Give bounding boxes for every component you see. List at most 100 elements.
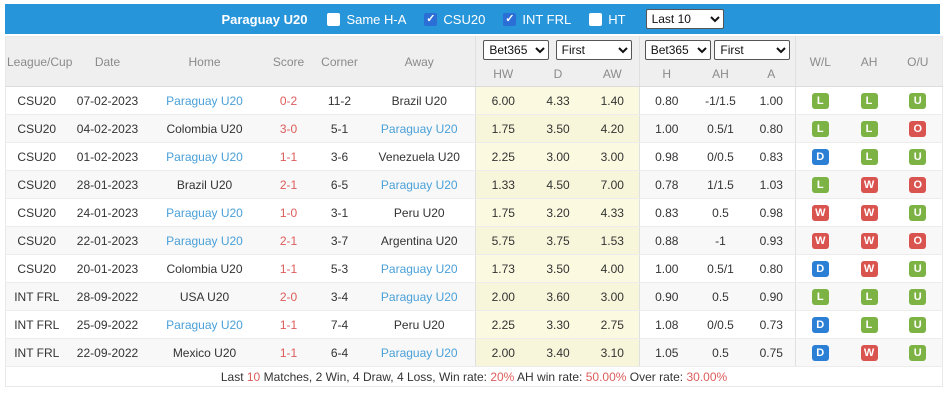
ah-result: L	[844, 310, 894, 339]
away-team[interactable]: Paraguay U20	[363, 282, 476, 311]
wl-result: D	[795, 338, 845, 367]
wl-result: L	[795, 114, 845, 143]
away-team: Argentina U20	[363, 226, 476, 255]
ah-result: L	[844, 142, 894, 171]
home-team[interactable]: Paraguay U20	[147, 310, 262, 339]
ah-result: W	[844, 198, 894, 227]
summary-text: AH win rate:	[514, 369, 586, 384]
odds-aw: 1.53	[585, 226, 640, 255]
odds-ah: -1	[693, 226, 748, 255]
checkbox-ht[interactable]: HT	[589, 11, 626, 27]
bookmaker-select-ah[interactable]: Bet365	[644, 39, 711, 60]
ah-badge: L	[860, 92, 878, 109]
col-header-away: Away	[363, 36, 476, 87]
wl-result: L	[795, 170, 845, 199]
ah-result: L	[844, 86, 894, 115]
score-cell: 3-0	[261, 114, 316, 143]
score-cell: 2-1	[261, 226, 316, 255]
odds-d: 3.40	[530, 338, 586, 367]
corner-cell: 3-6	[315, 142, 364, 171]
odds-hw: 1.73	[475, 254, 531, 283]
summary-footer: Last 10 Matches, 2 Win, 4 Draw, 4 Loss, …	[5, 366, 943, 387]
home-team[interactable]: Paraguay U20	[147, 86, 262, 115]
summary-text: Last	[220, 369, 247, 384]
subcol-a: A	[747, 62, 796, 87]
wl-badge: L	[811, 92, 829, 109]
odds-h: 0.88	[639, 226, 694, 255]
odds-time-select-1x2[interactable]: First	[555, 39, 632, 60]
home-team[interactable]: Paraguay U20	[147, 142, 262, 171]
unchecked-checkbox-icon[interactable]	[589, 12, 603, 26]
match-range-select[interactable]: Last 10	[645, 9, 724, 29]
unchecked-checkbox-icon[interactable]	[327, 12, 341, 26]
wl-result: W	[795, 226, 845, 255]
col-header-corner: Corner	[315, 36, 364, 87]
ah-badge: L	[860, 120, 878, 137]
odds-d: 3.50	[530, 254, 586, 283]
home-team[interactable]: Paraguay U20	[147, 198, 262, 227]
corner-cell: 3-7	[315, 226, 364, 255]
away-team[interactable]: Paraguay U20	[363, 254, 476, 283]
home-team: Colombia U20	[147, 254, 262, 283]
checkbox-int-frl[interactable]: ✓ INT FRL	[503, 12, 571, 27]
away-team[interactable]: Paraguay U20	[363, 114, 476, 143]
checkbox-label: HT	[608, 11, 626, 27]
filter-bar: Paraguay U20 Same H-A ✓ CSU20 ✓ INT FRL HT La…	[5, 4, 940, 34]
score-cell: 1-1	[261, 310, 316, 339]
checked-checkbox-icon[interactable]: ✓	[503, 12, 517, 26]
stats-widget: Paraguay U20 Same H-A ✓ CSU20 ✓ INT FRL HT La…	[5, 4, 944, 387]
odds-a: 0.75	[747, 338, 796, 367]
ou-result: O	[893, 170, 943, 199]
checkbox-label: Same H-A	[346, 11, 407, 27]
checkbox-label: CSU20	[443, 11, 486, 27]
league-cell: INT FRL	[5, 310, 68, 339]
date-cell: 22-09-2022	[67, 338, 148, 367]
odds-d: 4.33	[530, 86, 586, 115]
odds-h: 0.80	[639, 86, 694, 115]
away-team[interactable]: Paraguay U20	[363, 170, 476, 199]
odds-h: 0.90	[639, 282, 694, 311]
odds-a: 0.90	[747, 282, 796, 311]
odds-hw: 1.75	[475, 198, 531, 227]
ou-badge: U	[909, 288, 927, 305]
corner-cell: 3-1	[315, 198, 364, 227]
team-title: Paraguay U20	[221, 11, 308, 27]
filter-checkboxes: Same H-A ✓ CSU20 ✓ INT FRL HT	[327, 11, 626, 27]
home-team[interactable]: Paraguay U20	[147, 226, 262, 255]
score-cell: 1-1	[261, 338, 316, 367]
score-cell: 1-0	[261, 198, 316, 227]
score-cell: 0-2	[261, 86, 316, 115]
ou-result: O	[893, 114, 943, 143]
summary-text: Over rate:	[626, 369, 687, 384]
odds-group-1x2: Bet365 First	[474, 36, 640, 63]
ou-badge: O	[909, 120, 927, 137]
odds-d: 4.50	[530, 170, 586, 199]
odds-aw: 4.20	[585, 114, 640, 143]
summary-stat-value: 30.00%	[686, 369, 728, 384]
checkbox-same-h-a[interactable]: Same H-A	[327, 12, 406, 27]
odds-a: 0.73	[747, 310, 796, 339]
wl-badge: L	[811, 288, 829, 305]
odds-h: 0.78	[639, 170, 694, 199]
away-team: Peru U20	[363, 310, 476, 339]
odds-ah: 0.5	[693, 198, 748, 227]
date-cell: 22-01-2023	[67, 226, 148, 255]
league-cell: CSU20	[5, 226, 68, 255]
league-cell: CSU20	[5, 170, 68, 199]
odds-a: 1.00	[747, 86, 796, 115]
wl-result: L	[795, 282, 845, 311]
date-cell: 07-02-2023	[67, 86, 148, 115]
odds-time-select-ah[interactable]: First	[714, 39, 791, 60]
odds-a: 0.83	[747, 142, 796, 171]
table-row: CSU20 04-02-2023 Colombia U20 3-0 5-1 Pa…	[5, 114, 943, 143]
odds-a: 0.93	[747, 226, 796, 255]
bookmaker-select-1x2[interactable]: Bet365	[483, 39, 550, 60]
ah-result: L	[844, 282, 894, 311]
corner-cell: 7-4	[315, 310, 364, 339]
ou-badge: U	[909, 260, 927, 277]
home-team: Brazil U20	[147, 170, 262, 199]
checked-checkbox-icon[interactable]: ✓	[424, 12, 438, 26]
checkbox-csu20[interactable]: ✓ CSU20	[424, 12, 485, 27]
league-cell: CSU20	[5, 254, 68, 283]
away-team[interactable]: Paraguay U20	[363, 338, 476, 367]
